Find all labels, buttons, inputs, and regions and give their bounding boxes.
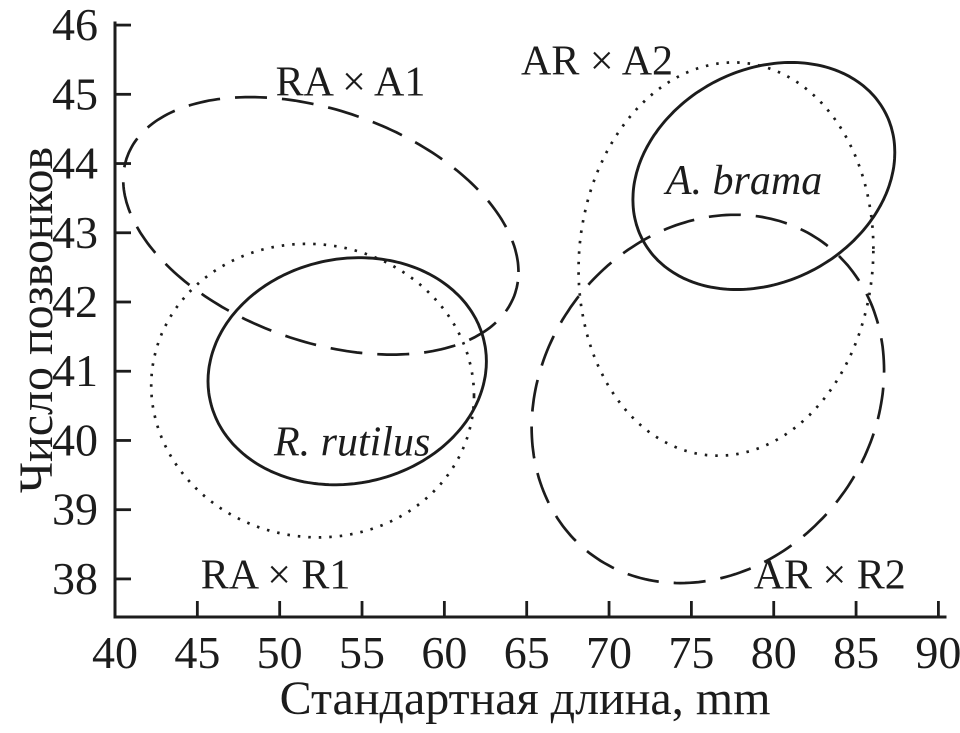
y-tick-label-40: 40 — [52, 414, 98, 465]
y-tick-label-43: 43 — [52, 207, 98, 258]
label-ra-a1: RA × A1 — [276, 59, 426, 105]
label-ar-a2: AR × A2 — [521, 39, 673, 85]
y-tick-label-44: 44 — [52, 138, 98, 189]
y-axis-title: Число позвонков — [10, 147, 63, 493]
y-tick-label-38: 38 — [52, 553, 98, 604]
x-tick-label-55: 55 — [339, 627, 385, 678]
ellipse-ra-a1 — [121, 95, 520, 356]
x-tick-label-75: 75 — [668, 627, 714, 678]
x-tick-label-50: 50 — [257, 627, 303, 678]
y-tick-label-41: 41 — [52, 345, 98, 396]
x-tick-label-65: 65 — [504, 627, 550, 678]
axes-spines — [113, 21, 947, 619]
ellipse-a-brama — [631, 61, 897, 291]
y-tick-label-45: 45 — [52, 68, 98, 119]
y-tick-label-46: 46 — [52, 0, 98, 50]
x-tick-label-40: 40 — [92, 627, 138, 678]
y-tick-label-42: 42 — [52, 276, 98, 327]
label-ar-r2: AR × R2 — [754, 552, 906, 598]
y-tick-label-39: 39 — [52, 484, 98, 535]
x-tick-label-80: 80 — [751, 627, 797, 678]
plot-layer: 40 45 50 55 60 65 70 75 80 85 90 38 39 40 41 42 43 44 45 46… — [52, 0, 960, 678]
x-tick-label-85: 85 — [833, 627, 879, 678]
ellipse-ar-r2 — [530, 213, 886, 585]
x-tick-label-70: 70 — [586, 627, 632, 678]
x-tick-label-90: 90 — [915, 627, 960, 678]
x-tick-label-60: 60 — [421, 627, 467, 678]
ellipse-r-rutilus — [206, 256, 488, 487]
ellipse-ra-r1 — [149, 242, 476, 539]
label-a-brama: A. brama — [663, 158, 822, 204]
x-axis-title: Стандартная длина, mm — [280, 672, 771, 725]
label-r-rutilus: R. rutilus — [273, 419, 430, 465]
label-ra-r1: RA × R1 — [201, 552, 351, 598]
x-tick-label-45: 45 — [174, 627, 220, 678]
